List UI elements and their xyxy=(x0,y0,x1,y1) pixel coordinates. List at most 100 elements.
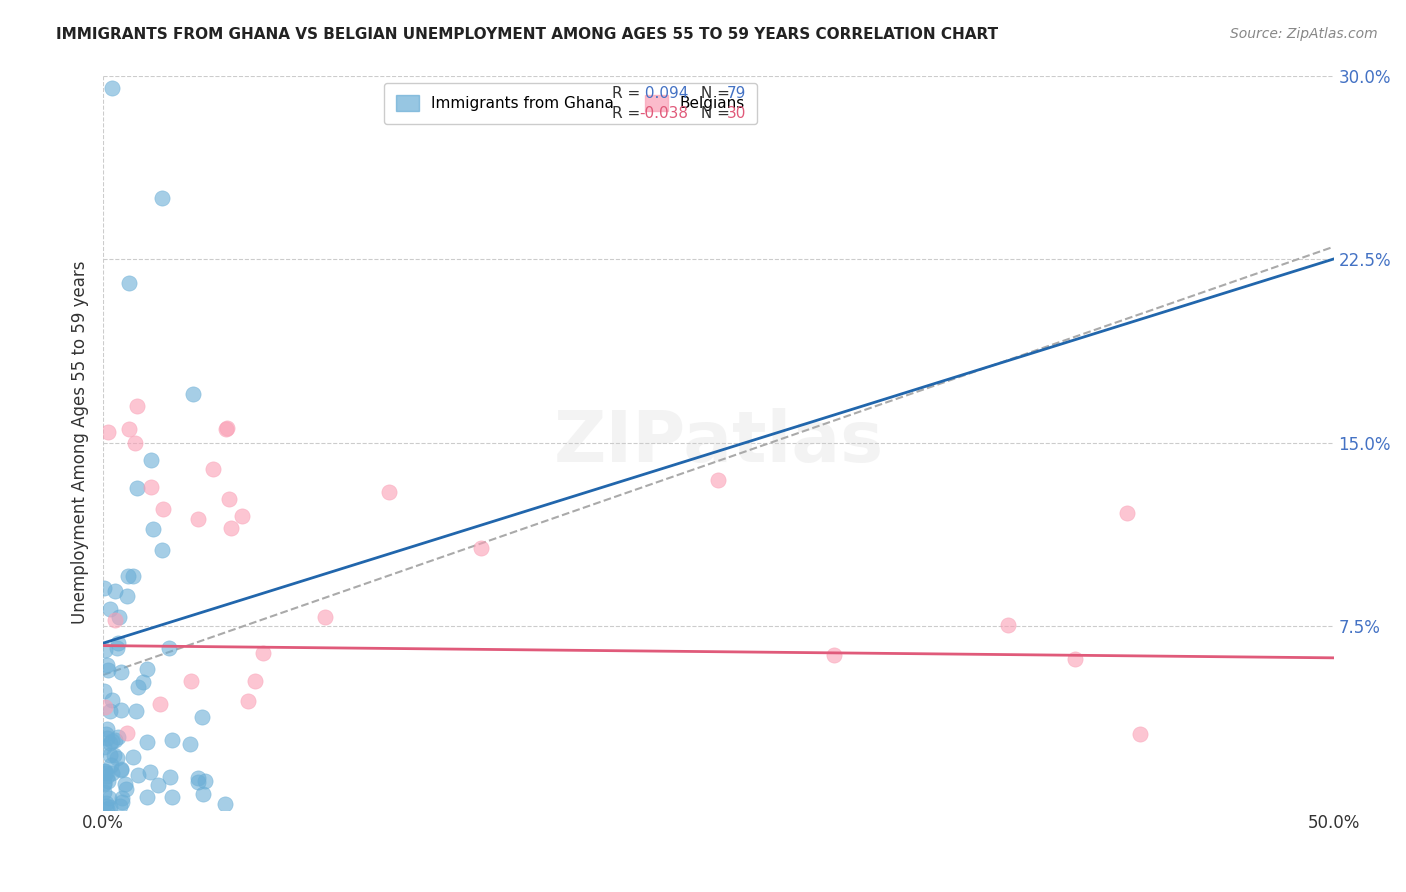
Text: R =: R = xyxy=(612,87,645,101)
Point xyxy=(136,735,159,749)
Point xyxy=(150,191,173,205)
Point xyxy=(187,771,209,785)
Point xyxy=(124,435,146,450)
Point xyxy=(132,674,155,689)
Point xyxy=(1129,727,1152,741)
Point xyxy=(104,613,127,627)
Text: 79: 79 xyxy=(727,87,747,101)
Point xyxy=(314,609,336,624)
Text: R =: R = xyxy=(612,106,645,120)
Point xyxy=(378,485,401,500)
Point xyxy=(707,474,730,488)
Point xyxy=(194,774,217,789)
Point xyxy=(104,733,127,747)
Point xyxy=(114,782,136,797)
Point xyxy=(136,790,159,805)
Point xyxy=(252,646,274,660)
Point xyxy=(117,589,139,603)
Point xyxy=(202,462,225,476)
Point xyxy=(236,694,259,708)
Point xyxy=(96,766,118,780)
Point xyxy=(98,736,121,750)
Point xyxy=(96,722,118,736)
Point xyxy=(96,774,118,789)
Point xyxy=(93,785,115,799)
Point xyxy=(159,640,181,655)
Point xyxy=(470,541,492,556)
Point xyxy=(187,512,209,526)
Point xyxy=(101,80,124,95)
Point xyxy=(94,799,117,814)
Point xyxy=(114,777,136,791)
Y-axis label: Unemployment Among Ages 55 to 59 years: Unemployment Among Ages 55 to 59 years xyxy=(72,260,89,624)
Point xyxy=(117,568,139,582)
Point xyxy=(823,648,845,662)
Point xyxy=(98,601,121,615)
Point xyxy=(103,747,125,762)
Point xyxy=(122,569,145,583)
Point xyxy=(94,727,117,741)
Point xyxy=(152,501,174,516)
Point xyxy=(127,767,149,781)
Point xyxy=(125,481,148,495)
Point xyxy=(160,732,183,747)
Point xyxy=(100,758,122,772)
Point xyxy=(117,422,139,436)
Point xyxy=(98,791,121,805)
Point xyxy=(110,665,132,679)
Point xyxy=(150,542,173,557)
Point xyxy=(179,737,201,751)
Point xyxy=(98,704,121,718)
Point xyxy=(218,492,240,507)
Point xyxy=(105,641,128,656)
Point xyxy=(111,791,134,805)
Point xyxy=(98,800,121,814)
Point xyxy=(96,796,118,810)
Point xyxy=(94,643,117,657)
Point xyxy=(127,681,149,695)
Point xyxy=(101,693,124,707)
Point xyxy=(103,584,125,599)
Point xyxy=(187,775,209,789)
Point xyxy=(93,776,115,790)
Point xyxy=(93,581,115,595)
Point xyxy=(121,749,143,764)
Point xyxy=(96,802,118,816)
Point xyxy=(110,762,132,776)
Point xyxy=(215,420,238,434)
Point xyxy=(148,778,170,792)
Point xyxy=(191,710,214,724)
Point xyxy=(215,422,238,436)
Text: ZIPatlas: ZIPatlas xyxy=(553,408,883,477)
Point xyxy=(1063,652,1085,666)
Text: N =: N = xyxy=(696,87,735,101)
Point xyxy=(110,763,132,777)
Point xyxy=(110,703,132,717)
Point xyxy=(96,769,118,783)
Point xyxy=(94,764,117,779)
Point xyxy=(110,798,132,813)
Point xyxy=(231,509,253,524)
Point xyxy=(148,698,170,712)
Point xyxy=(1116,506,1139,520)
Point xyxy=(93,777,115,791)
Point xyxy=(93,739,115,754)
Point xyxy=(107,730,129,744)
Text: IMMIGRANTS FROM GHANA VS BELGIAN UNEMPLOYMENT AMONG AGES 55 TO 59 YEARS CORRELAT: IMMIGRANTS FROM GHANA VS BELGIAN UNEMPLO… xyxy=(56,27,998,42)
Point xyxy=(101,734,124,748)
Point xyxy=(93,764,115,778)
Point xyxy=(96,658,118,673)
Point xyxy=(180,673,202,688)
Point xyxy=(142,522,165,536)
Point xyxy=(997,617,1019,632)
Point xyxy=(160,790,183,805)
Text: 0.094: 0.094 xyxy=(640,87,688,101)
Point xyxy=(97,663,120,677)
Point xyxy=(105,751,128,765)
Point xyxy=(96,731,118,745)
Point xyxy=(193,787,215,801)
Point xyxy=(97,425,120,440)
Text: Source: ZipAtlas.com: Source: ZipAtlas.com xyxy=(1230,27,1378,41)
Point xyxy=(139,453,162,467)
Point xyxy=(219,521,242,535)
